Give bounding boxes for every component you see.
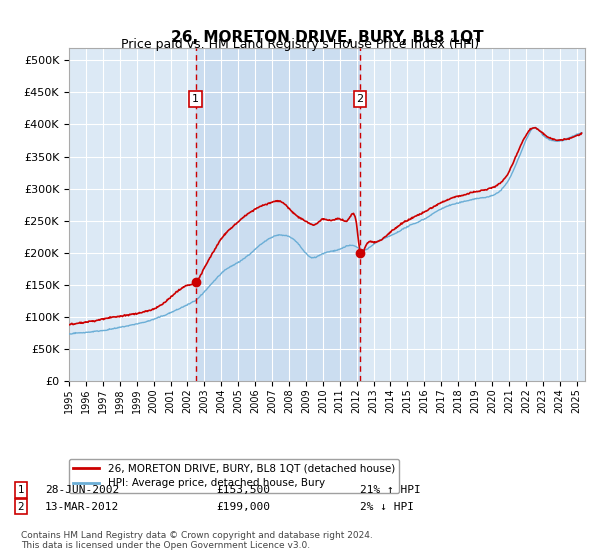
Title: 26, MORETON DRIVE, BURY, BL8 1QT: 26, MORETON DRIVE, BURY, BL8 1QT [170,30,484,45]
Text: 28-JUN-2002: 28-JUN-2002 [45,485,119,495]
Text: Price paid vs. HM Land Registry's House Price Index (HPI): Price paid vs. HM Land Registry's House … [121,38,479,50]
Text: 2: 2 [17,502,25,512]
Text: 2: 2 [356,94,364,104]
Text: £199,000: £199,000 [216,502,270,512]
Legend: 26, MORETON DRIVE, BURY, BL8 1QT (detached house), HPI: Average price, detached : 26, MORETON DRIVE, BURY, BL8 1QT (detach… [69,459,399,493]
Text: 1: 1 [192,94,199,104]
Text: Contains HM Land Registry data © Crown copyright and database right 2024.
This d: Contains HM Land Registry data © Crown c… [21,531,373,550]
Text: 13-MAR-2012: 13-MAR-2012 [45,502,119,512]
Text: £153,500: £153,500 [216,485,270,495]
Text: 21% ↑ HPI: 21% ↑ HPI [360,485,421,495]
Text: 1: 1 [17,485,25,495]
Bar [196,48,360,381]
Text: 2% ↓ HPI: 2% ↓ HPI [360,502,414,512]
